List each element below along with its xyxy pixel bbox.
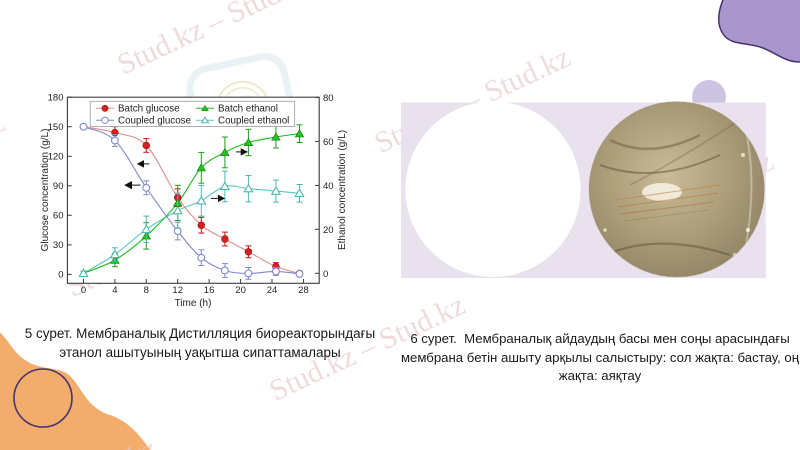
svg-text:Coupled ethanol: Coupled ethanol	[218, 115, 289, 126]
svg-text:12: 12	[172, 285, 183, 296]
svg-text:180: 180	[48, 93, 64, 104]
svg-text:20: 20	[235, 285, 246, 296]
svg-text:60: 60	[323, 137, 334, 148]
svg-text:20: 20	[323, 225, 334, 236]
svg-text:40: 40	[323, 181, 334, 192]
svg-text:28: 28	[298, 285, 309, 296]
svg-text:30: 30	[53, 240, 64, 251]
svg-text:0: 0	[323, 269, 328, 280]
svg-text:90: 90	[53, 181, 64, 192]
svg-text:0: 0	[58, 270, 63, 281]
svg-text:80: 80	[323, 93, 334, 104]
svg-text:4: 4	[112, 285, 117, 296]
svg-text:Batch ethanol: Batch ethanol	[218, 103, 278, 114]
svg-text:16: 16	[204, 285, 215, 296]
svg-text:24: 24	[267, 285, 278, 296]
svg-text:8: 8	[144, 285, 149, 296]
svg-text:Coupled glucose: Coupled glucose	[118, 115, 192, 126]
svg-text:Ethanol concentration (g/L): Ethanol concentration (g/L)	[337, 130, 348, 250]
svg-text:Time (h): Time (h)	[175, 298, 212, 309]
svg-text:60: 60	[53, 211, 64, 222]
svg-text:0: 0	[81, 285, 86, 296]
svg-text:Batch glucose: Batch glucose	[118, 103, 180, 114]
svg-text:Glucose concentration (g/L): Glucose concentration (g/L)	[40, 129, 51, 252]
